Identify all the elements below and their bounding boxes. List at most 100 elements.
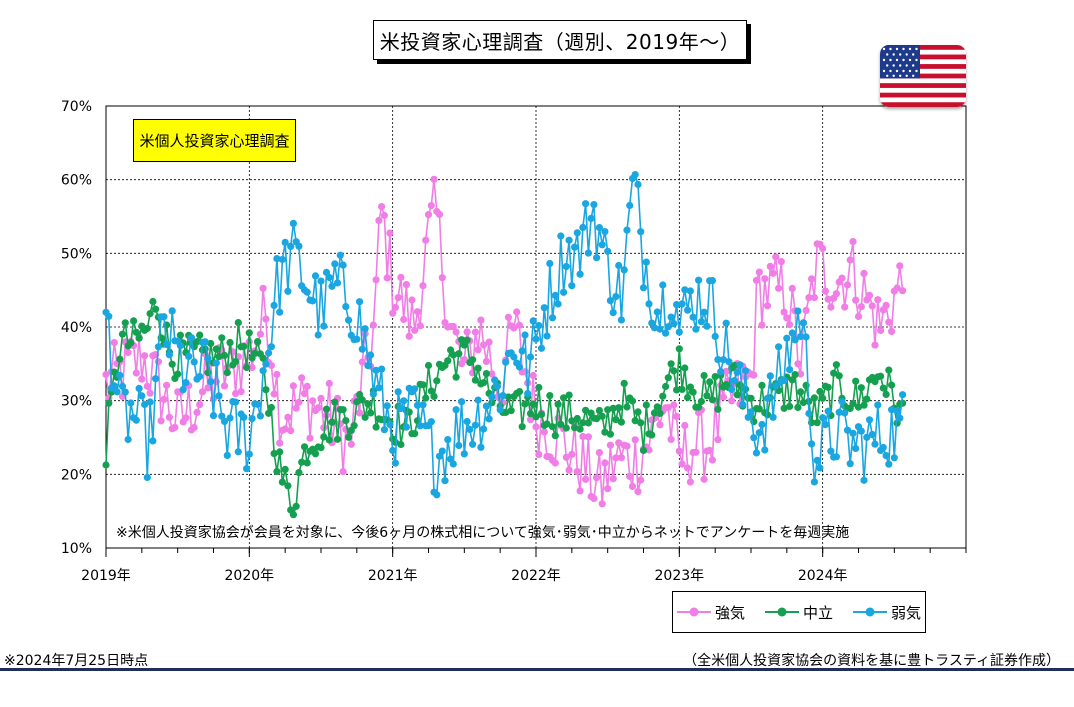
series-point-1 bbox=[276, 448, 284, 456]
series-point-1 bbox=[763, 411, 772, 419]
series-point-1 bbox=[573, 414, 581, 423]
series-point-2 bbox=[871, 440, 879, 448]
series-point-2 bbox=[345, 316, 353, 324]
series-point-2 bbox=[703, 322, 711, 330]
series-point-0 bbox=[857, 303, 865, 311]
series-point-2 bbox=[149, 437, 157, 445]
series-point-2 bbox=[438, 447, 446, 455]
series-point-2 bbox=[543, 332, 551, 340]
series-point-2 bbox=[259, 367, 267, 375]
series-point-2 bbox=[725, 358, 733, 366]
series-point-2 bbox=[598, 241, 606, 249]
series-point-2 bbox=[799, 319, 808, 327]
series-point-2 bbox=[314, 331, 322, 339]
series-point-2 bbox=[245, 450, 253, 458]
series-point-2 bbox=[843, 426, 852, 434]
series-point-2 bbox=[733, 368, 741, 376]
series-point-1 bbox=[791, 371, 799, 379]
series-point-1 bbox=[430, 392, 438, 400]
series-point-1 bbox=[733, 391, 741, 399]
series-point-2 bbox=[342, 303, 350, 311]
series-point-2 bbox=[320, 322, 328, 330]
series-point-2 bbox=[857, 427, 865, 435]
series-point-1 bbox=[860, 401, 868, 409]
series-point-2 bbox=[358, 345, 366, 353]
series-point-1 bbox=[568, 417, 576, 425]
series-point-2 bbox=[400, 397, 408, 405]
series-point-1 bbox=[562, 424, 570, 432]
series-point-0 bbox=[755, 268, 763, 276]
series-point-2 bbox=[739, 401, 747, 409]
series-point-2 bbox=[411, 385, 419, 393]
series-point-0 bbox=[821, 287, 830, 295]
series-point-0 bbox=[609, 475, 617, 483]
series-point-2 bbox=[838, 398, 846, 406]
series-point-2 bbox=[689, 313, 697, 321]
legend-label-bullish: 強気 bbox=[714, 603, 745, 622]
series-point-0 bbox=[582, 475, 590, 483]
series-point-0 bbox=[141, 352, 149, 360]
series-point-0 bbox=[171, 423, 179, 431]
series-point-2 bbox=[121, 388, 129, 396]
series-point-2 bbox=[331, 260, 339, 268]
series-point-0 bbox=[843, 281, 852, 289]
series-point-2 bbox=[141, 400, 149, 409]
series-point-2 bbox=[364, 362, 372, 370]
series-point-1 bbox=[703, 392, 711, 400]
series-point-1 bbox=[526, 410, 535, 418]
series-point-1 bbox=[121, 319, 129, 327]
series-point-1 bbox=[345, 433, 353, 441]
series-point-0 bbox=[314, 404, 322, 412]
series-point-1 bbox=[193, 338, 201, 346]
series-point-2 bbox=[356, 298, 364, 306]
series-point-2 bbox=[584, 249, 593, 257]
series-point-0 bbox=[797, 370, 805, 378]
series-point-1 bbox=[146, 310, 154, 318]
series-point-0 bbox=[783, 314, 791, 322]
series-point-1 bbox=[667, 360, 675, 368]
series-point-2 bbox=[890, 454, 898, 462]
series-point-1 bbox=[711, 373, 719, 381]
series-point-1 bbox=[794, 403, 802, 411]
series-point-2 bbox=[488, 393, 496, 401]
series-point-0 bbox=[488, 370, 496, 378]
series-point-2 bbox=[124, 435, 132, 444]
series-point-2 bbox=[656, 325, 664, 333]
series-point-1 bbox=[143, 324, 151, 333]
series-point-2 bbox=[466, 425, 474, 434]
series-point-2 bbox=[896, 414, 904, 422]
series-point-1 bbox=[176, 331, 184, 339]
series-point-2 bbox=[273, 255, 281, 263]
series-point-1 bbox=[251, 349, 259, 357]
series-point-1 bbox=[786, 402, 794, 410]
series-point-0 bbox=[708, 456, 717, 464]
series-point-0 bbox=[854, 312, 863, 321]
series-point-0 bbox=[606, 441, 615, 449]
series-point-0 bbox=[422, 236, 430, 244]
series-point-0 bbox=[670, 401, 678, 409]
series-point-2 bbox=[287, 242, 295, 250]
series-point-2 bbox=[254, 400, 262, 408]
series-point-1 bbox=[560, 394, 568, 402]
series-point-2 bbox=[204, 354, 212, 362]
series-point-1 bbox=[747, 394, 755, 402]
series-point-0 bbox=[896, 262, 904, 270]
series-point-1 bbox=[659, 392, 667, 400]
series-point-2 bbox=[700, 308, 708, 316]
series-point-2 bbox=[579, 223, 587, 231]
series-point-1 bbox=[482, 370, 490, 378]
series-point-0 bbox=[532, 423, 540, 431]
series-point-1 bbox=[708, 396, 717, 404]
series-point-0 bbox=[259, 284, 267, 292]
series-point-0 bbox=[427, 202, 435, 210]
series-point-2 bbox=[562, 262, 570, 271]
series-point-1 bbox=[328, 418, 336, 426]
series-point-2 bbox=[730, 377, 739, 385]
series-point-2 bbox=[458, 398, 466, 406]
series-point-2 bbox=[775, 343, 783, 351]
series-point-1 bbox=[218, 334, 226, 342]
series-point-2 bbox=[460, 450, 468, 458]
series-point-2 bbox=[604, 247, 612, 255]
series-point-2 bbox=[452, 406, 460, 414]
series-point-1 bbox=[648, 431, 656, 439]
